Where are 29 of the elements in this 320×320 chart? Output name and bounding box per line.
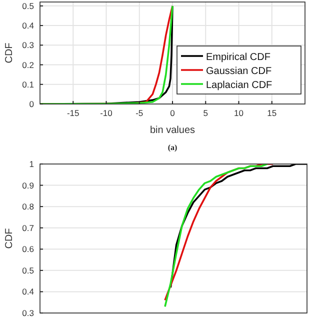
text: (a): [168, 143, 178, 152]
y-axis-title: CDF: [4, 42, 15, 64]
y-tick-label: 0.6: [22, 244, 34, 254]
y-axis-title: CDF: [4, 228, 15, 249]
y-tick-label: 0.8: [22, 202, 34, 212]
line-series: [170, 164, 307, 288]
y-tick-label: 0.5: [22, 0, 34, 11]
y-tick-label: 0.4: [22, 286, 34, 297]
legend-label: Laplacian CDF: [206, 80, 272, 91]
x-tick-label: -15: [66, 108, 80, 118]
y-tick-label: 0.7: [22, 222, 34, 233]
y-tick-label: 0.4: [22, 20, 34, 31]
x-tick-label: -10: [100, 108, 113, 118]
x-axis-title: bin values: [150, 125, 196, 136]
x-tick-label: 5: [203, 108, 208, 118]
y-tick-label: 0.3: [22, 40, 34, 50]
y-tick-label: 1: [29, 159, 34, 169]
x-tick-label: 10: [234, 108, 244, 118]
legend-label: Empirical CDF: [206, 52, 270, 63]
y-tick-label: 0.1: [22, 79, 34, 90]
x-tick-label: -5: [136, 108, 144, 118]
x-tick-label: 0: [170, 108, 176, 118]
y-tick-label: 0.3: [22, 308, 34, 318]
legend-label: Gaussian CDF: [206, 66, 272, 77]
y-tick-label: 0.2: [22, 60, 34, 70]
x-tick-label: 15: [267, 108, 277, 118]
y-tick-label: 0: [29, 99, 34, 109]
y-tick-label: 0.9: [22, 180, 34, 190]
y-tick-label: 0.5: [22, 265, 34, 276]
